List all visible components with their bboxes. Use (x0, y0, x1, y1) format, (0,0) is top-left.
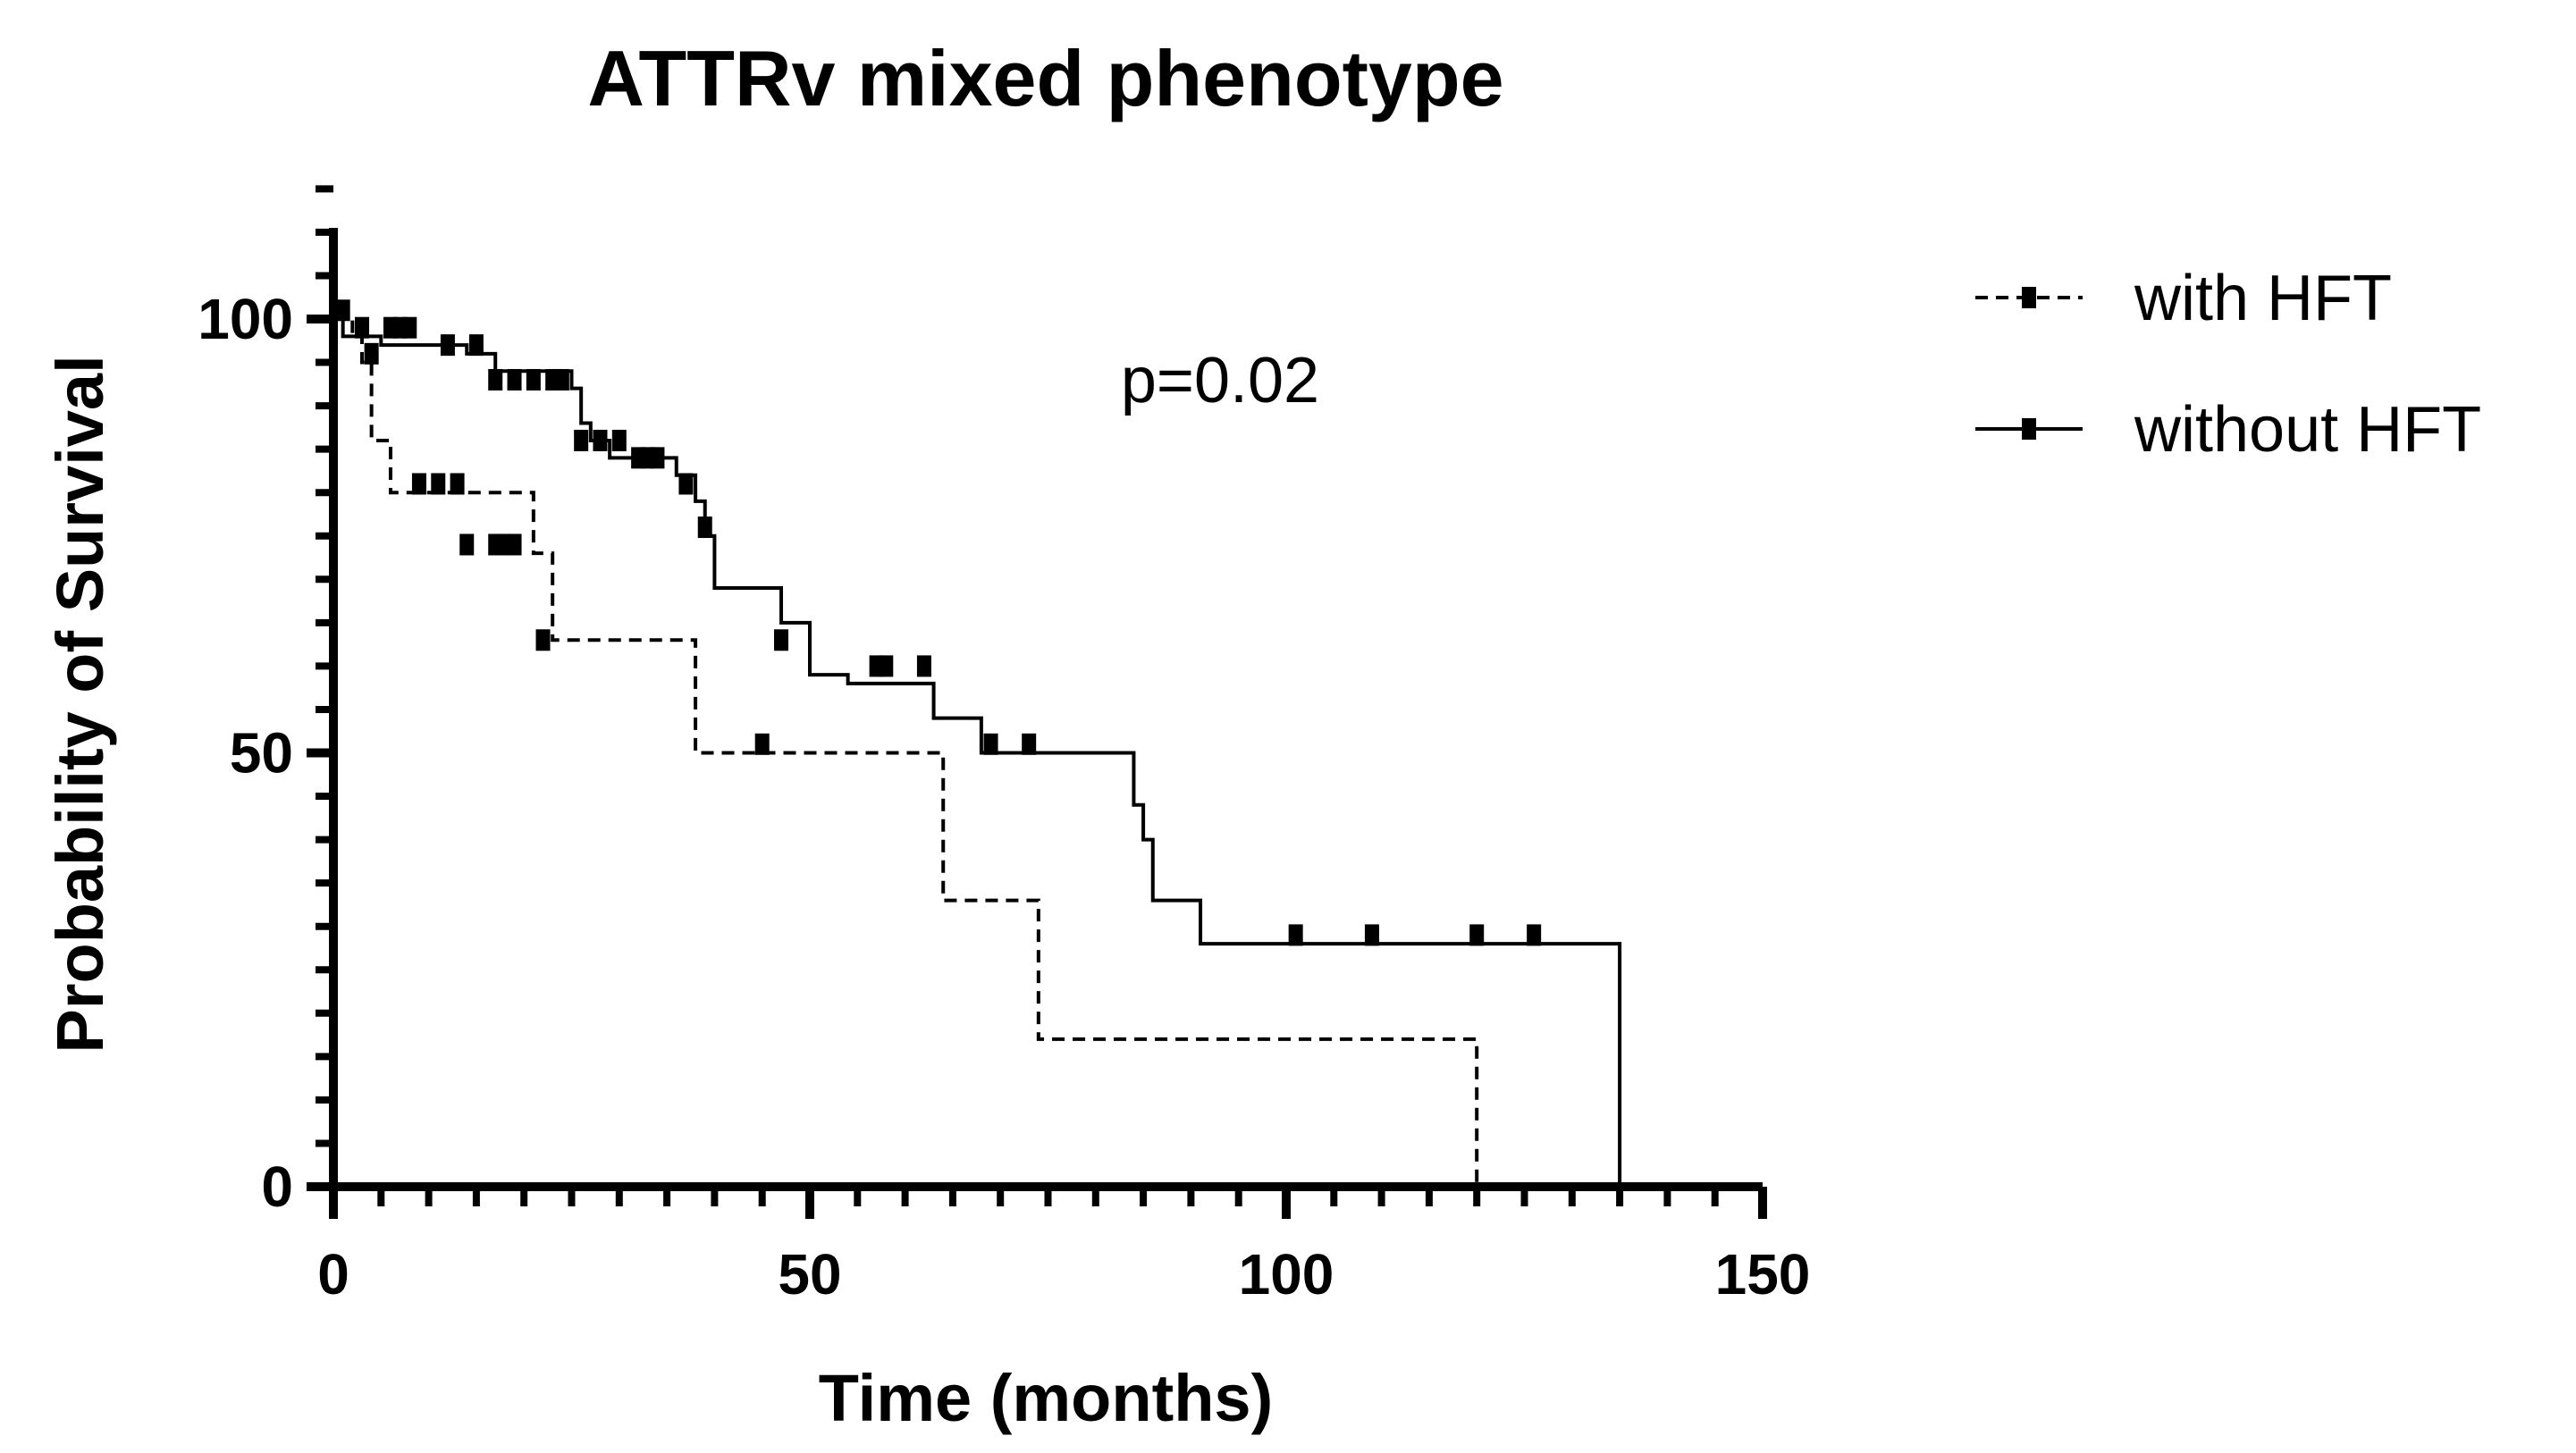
x-tick-label: 100 (1239, 1242, 1334, 1306)
censor-mark-without-hft (593, 429, 608, 451)
censor-mark-with-hft (507, 533, 522, 556)
censor-mark-without-hft (774, 629, 789, 651)
censor-mark-without-hft (440, 334, 455, 357)
censor-mark-without-hft (697, 517, 712, 539)
censor-mark-without-hft (983, 733, 998, 755)
censor-mark-without-hft (1469, 924, 1485, 946)
x-tick-label: 50 (778, 1242, 841, 1306)
censor-mark-without-hft (488, 368, 503, 391)
censor-mark-without-hft (879, 655, 894, 677)
censor-mark-without-hft (554, 368, 569, 391)
y-tick-label: 50 (230, 721, 293, 785)
censor-mark-without-hft (678, 473, 694, 495)
censor-mark-without-hft (468, 334, 484, 357)
legend-marker-with-hft (2022, 287, 2036, 308)
survival-curves (333, 317, 1622, 1187)
legend-label-with-hft: with HFT (2134, 263, 2392, 334)
censor-mark-with-hft (754, 733, 770, 755)
p-value-annotation: p=0.02 (1121, 345, 1319, 416)
x-tick-label: 150 (1715, 1242, 1811, 1306)
censor-mark-with-hft (411, 473, 426, 495)
censor-mark-without-hft (1364, 924, 1379, 946)
y-tick-label: 0 (261, 1155, 293, 1219)
y-tick-label: 100 (198, 287, 293, 351)
survival-curve-with-hft (333, 317, 1479, 1187)
censor-mark-without-hft (916, 655, 931, 677)
legend-label-without-hft: without HFT (2134, 394, 2481, 466)
y-axis-ticks: 0 50 100 (198, 185, 333, 1219)
censor-mark-without-hft (354, 316, 369, 339)
legend: with HFT without HFT (1975, 263, 2481, 466)
censor-mark-without-hft (574, 429, 589, 451)
x-axis-label: Time (months) (819, 1361, 1273, 1435)
survival-curve-without-hft (333, 317, 1622, 1187)
censor-mark-without-hft (1288, 924, 1303, 946)
censor-mark-with-hft (535, 629, 551, 651)
x-axis-ticks: 0 50 100 150 (317, 1187, 1810, 1306)
censor-mark-with-hft (364, 342, 379, 365)
censor-mark-with-hft (459, 533, 475, 556)
censor-mark-without-hft (526, 368, 541, 391)
chart-title: ATTRv mixed phenotype (587, 34, 1503, 122)
censor-mark-without-hft (1527, 924, 1542, 946)
censor-mark-without-hft (1022, 733, 1037, 755)
censor-mark-with-hft (450, 473, 465, 495)
y-axis-label: Probability of Survival (43, 355, 117, 1053)
x-tick-label: 0 (317, 1242, 349, 1306)
censor-mark-without-hft (650, 447, 665, 469)
censor-marks (335, 299, 1542, 946)
censor-mark-with-hft (431, 473, 446, 495)
legend-marker-without-hft (2022, 418, 2036, 440)
censor-mark-without-hft (402, 316, 417, 339)
censor-mark-without-hft (611, 429, 627, 451)
censor-mark-without-hft (335, 299, 350, 322)
censor-mark-without-hft (507, 368, 522, 391)
